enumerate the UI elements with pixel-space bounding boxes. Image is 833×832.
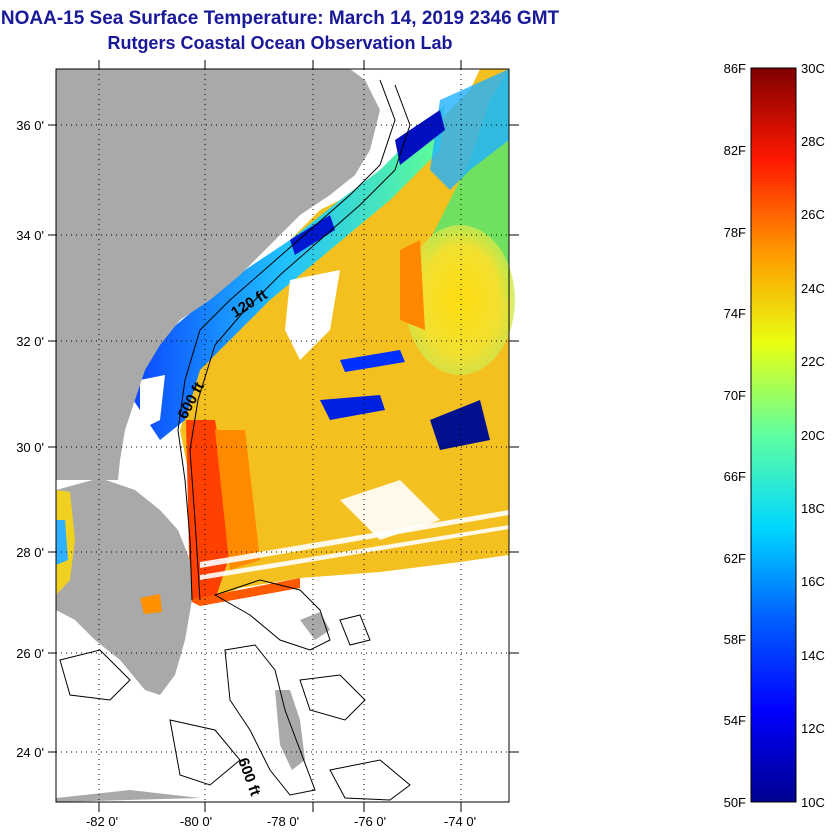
map-ticks [48,60,519,812]
bathymetry-contours [59,79,411,801]
colorbar-f-70: 70F [724,388,746,403]
lat-label-26: 26 0' [16,646,44,661]
colorbar-f-74: 74F [724,306,746,321]
lon-label-78: -78 0' [267,814,299,829]
colorbar: 86F 82F 78F 74F 70F 66F 62F 58F 54F 50F … [724,61,825,810]
colorbar-f-86: 86F [724,61,746,76]
colorbar-c-12: 12C [801,721,825,736]
lon-label-76: -76 0' [354,814,386,829]
colorbar-c-28: 28C [801,134,825,149]
colorbar-c-20: 20C [801,428,825,443]
colorbar-c-30: 30C [801,61,825,76]
lat-label-24: 24 0' [16,745,44,760]
colorbar-f-78: 78F [724,225,746,240]
lat-label-28: 28 0' [16,545,44,560]
colorbar-c-24: 24C [801,281,825,296]
colorbar-f-82: 82F [724,143,746,158]
colorbar-c-10: 10C [801,795,825,810]
map-frame [55,68,510,803]
land-layer [56,69,380,802]
colorbar-f-50: 50F [724,795,746,810]
graticule [56,69,509,802]
lon-label-82: -82 0' [86,814,118,829]
map-subtitle: Rutgers Coastal Ocean Observation Lab [107,33,453,53]
colorbar-f-62: 62F [724,551,746,566]
lat-label-32: 32 0' [16,334,44,349]
lat-label-30: 30 0' [16,440,44,455]
lat-label-36: 36 0' [16,118,44,133]
colorbar-c-14: 14C [801,648,825,663]
colorbar-c-18: 18C [801,501,825,516]
lon-label-80: -80 0' [180,814,212,829]
colorbar-c-22: 22C [801,354,825,369]
lon-label-74: -74 0' [444,814,476,829]
lat-label-34: 34 0' [16,228,44,243]
colorbar-f-54: 54F [724,713,746,728]
colorbar-f-58: 58F [724,632,746,647]
colorbar-c-16: 16C [801,574,825,589]
map-title: NOAA-15 Sea Surface Temperature: March 1… [0,8,560,29]
colorbar-gradient [750,67,797,803]
colorbar-c-26: 26C [801,207,825,222]
colorbar-f-66: 66F [724,469,746,484]
